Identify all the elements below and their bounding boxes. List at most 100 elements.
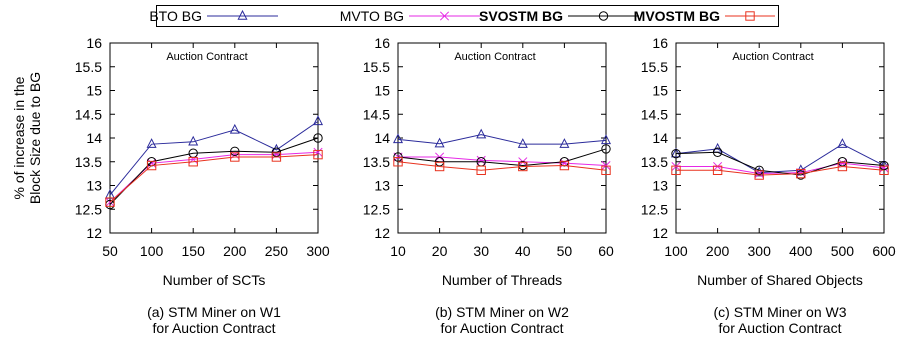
plot-frame (109, 42, 319, 234)
data-point (476, 155, 486, 165)
series-bto-bg (104, 115, 324, 199)
y-tick-label: 12.5 (641, 201, 668, 217)
series-mvto-bg (671, 158, 889, 179)
data-point (188, 157, 198, 167)
legend-item-mvostm-bg: MVOSTM BG (634, 8, 775, 24)
caption-line-1: (c) STM Miner on W3 (713, 304, 846, 320)
data-point (146, 160, 157, 171)
plot-frame (397, 42, 607, 234)
data-point (878, 159, 890, 170)
series-mvostm-bg (105, 149, 323, 207)
y-tick-label: 12.5 (363, 201, 390, 217)
data-point (837, 158, 847, 168)
legend-item-mvto-bg: MVTO BG (340, 8, 480, 24)
y-tick-label: 14.5 (75, 106, 102, 122)
y-tick-label: 15 (86, 83, 102, 99)
series-line (398, 156, 607, 167)
y-tick-label: 16 (652, 35, 668, 51)
x-axis-label: Number of Threads (442, 272, 562, 288)
data-point (601, 165, 611, 176)
y-tick-label: 14 (652, 130, 668, 146)
legend-label: MVOSTM BG (634, 8, 720, 24)
x-tick-label: 250 (265, 243, 289, 259)
series-line (397, 148, 607, 167)
data-point (434, 137, 445, 148)
x-tick-label: 500 (831, 243, 855, 259)
y-tick-label: 14.5 (363, 106, 390, 122)
x-tick-label: 40 (515, 243, 531, 259)
data-point (392, 133, 404, 144)
y-tick-label: 14 (374, 130, 390, 146)
data-point (393, 157, 403, 167)
series-line (109, 151, 319, 203)
x-tick-label: 300 (748, 243, 772, 259)
y-axis-label-line-2: Block Size due to BG (27, 72, 43, 204)
data-point (837, 161, 848, 172)
caption-line-2: for Auction Contract (153, 320, 276, 336)
data-point (879, 160, 889, 171)
data-point (559, 160, 570, 171)
data-point (518, 161, 528, 172)
plot-frame (675, 42, 885, 234)
y-tick-label: 12 (374, 225, 390, 241)
data-point (712, 165, 723, 176)
data-point (601, 144, 611, 154)
data-point (712, 147, 723, 157)
series-line (397, 161, 607, 171)
x-tick-label: 600 (872, 243, 896, 259)
series-bto-bg (392, 128, 612, 148)
series-line (109, 137, 319, 205)
y-axis-label-line-1: % of increase in the (11, 76, 27, 199)
x-tick-label: 200 (223, 243, 247, 259)
y-tick-label: 15.5 (363, 59, 390, 75)
data-point (671, 165, 681, 176)
x-tick-label: 50 (557, 243, 573, 259)
x-tick-label: 300 (306, 243, 330, 259)
legend-marker (439, 11, 450, 21)
x-tick-label: 100 (140, 243, 164, 259)
caption-line-1: (b) STM Miner on W2 (435, 304, 569, 320)
legend-item-bto-bg: BTO BG (149, 8, 278, 24)
legend: BTO BG MVTO BG SVOSTM BG MVOSTM BG (149, 5, 779, 27)
y-tick-label: 13 (374, 178, 390, 194)
series-line (676, 165, 885, 176)
x-tick-label: 60 (598, 243, 614, 259)
series-line (675, 143, 885, 174)
data-point (312, 115, 324, 126)
y-tick-label: 15.5 (75, 59, 102, 75)
data-point (600, 134, 612, 145)
data-point (517, 138, 528, 148)
caption-line-2: for Auction Contract (719, 320, 842, 336)
data-point (313, 149, 323, 160)
series-mvostm-bg (671, 161, 889, 180)
legend-item-svostm-bg: SVOSTM BG (479, 8, 639, 24)
caption-line-2: for Auction Contract (441, 320, 564, 336)
legend-marker (745, 11, 755, 21)
x-tick-label: 10 (390, 243, 406, 259)
x-tick-label: 20 (432, 243, 448, 259)
y-tick-label: 12.5 (75, 201, 102, 217)
x-tick-label: 100 (664, 243, 688, 259)
data-point (229, 123, 240, 134)
data-point (271, 147, 282, 157)
x-tick-label: 200 (706, 243, 730, 259)
data-point (670, 147, 682, 158)
chart-annotation: Auction Contract (454, 51, 535, 63)
y-tick-label: 13.5 (641, 154, 668, 170)
y-tick-label: 13 (652, 178, 668, 194)
y-tick-label: 13 (86, 178, 102, 194)
series-line (397, 134, 607, 145)
legend-label: SVOSTM BG (479, 8, 563, 24)
x-tick-label: 30 (473, 243, 489, 259)
y-tick-label: 16 (374, 35, 390, 51)
x-axis-label: Number of Shared Objects (697, 272, 863, 288)
data-point (754, 170, 764, 180)
data-point (754, 165, 764, 176)
chart-panel-b: 12 12.5 13 13.5 14 14.5 15 15.5 16 10 20 30 40 50 60 Au… (363, 35, 614, 336)
chart-annotation: Auction Contract (166, 51, 247, 63)
series-line (109, 120, 319, 196)
x-axis-label: Number of SCTs (163, 272, 266, 288)
legend-label: BTO BG (149, 8, 202, 24)
data-point (671, 148, 681, 159)
x-tick-label: 150 (182, 243, 206, 259)
